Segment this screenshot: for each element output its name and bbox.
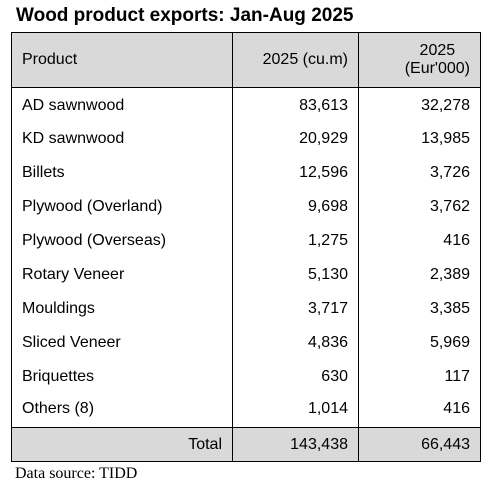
value-cell: 117 bbox=[358, 359, 481, 394]
product-cell: Rotary Veneer bbox=[11, 257, 233, 292]
column-header-value-unit: (Eur'000) bbox=[404, 60, 470, 77]
volume-cell: 3,717 bbox=[232, 291, 359, 326]
volume-cell: 1,275 bbox=[232, 223, 359, 258]
table-row: AD sawnwood 83,613 32,278 bbox=[11, 87, 481, 122]
volume-cell: 12,596 bbox=[232, 155, 359, 190]
table-row: Sliced Veneer 4,836 5,969 bbox=[11, 325, 481, 360]
product-cell: Briquettes bbox=[11, 359, 233, 394]
value-cell: 3,726 bbox=[358, 155, 481, 190]
volume-cell: 4,836 bbox=[232, 325, 359, 360]
value-cell: 32,278 bbox=[358, 87, 481, 122]
volume-cell: 83,613 bbox=[232, 87, 359, 122]
total-row: Total 143,438 66,443 bbox=[11, 427, 481, 462]
table-body: AD sawnwood 83,613 32,278 KD sawnwood 20,929… bbox=[11, 87, 481, 428]
table-row: Mouldings 3,717 3,385 bbox=[11, 291, 481, 326]
table-title: Wood product exports: Jan-Aug 2025 bbox=[16, 5, 354, 26]
value-cell: 5,969 bbox=[358, 325, 481, 360]
value-cell: 416 bbox=[358, 393, 481, 428]
total-volume: 143,438 bbox=[232, 427, 359, 462]
table-row: Others (8) 1,014 416 bbox=[11, 393, 481, 428]
value-cell: 3,385 bbox=[358, 291, 481, 326]
product-cell: Sliced Veneer bbox=[11, 325, 233, 360]
product-cell: AD sawnwood bbox=[11, 87, 233, 122]
product-cell: Billets bbox=[11, 155, 233, 190]
product-cell: Mouldings bbox=[11, 291, 233, 326]
table-header-row: Product 2025 (cu.m) 2025 (Eur'000) bbox=[11, 32, 481, 88]
table-row: KD sawnwood 20,929 13,985 bbox=[11, 121, 481, 156]
table-row: Plywood (Overland) 9,698 3,762 bbox=[11, 189, 481, 224]
product-cell: Plywood (Overland) bbox=[11, 189, 233, 224]
product-cell: Others (8) bbox=[11, 393, 233, 428]
data-source-note: Data source: TIDD bbox=[15, 465, 138, 482]
exports-table: Product 2025 (cu.m) 2025 (Eur'000) AD sa… bbox=[11, 32, 481, 462]
table-row: Billets 12,596 3,726 bbox=[11, 155, 481, 190]
value-cell: 416 bbox=[358, 223, 481, 258]
table-row: Plywood (Overseas) 1,275 416 bbox=[11, 223, 481, 258]
value-cell: 2,389 bbox=[358, 257, 481, 292]
column-header-volume: 2025 (cu.m) bbox=[232, 32, 359, 88]
column-header-value: 2025 (Eur'000) bbox=[358, 32, 481, 88]
volume-cell: 9,698 bbox=[232, 189, 359, 224]
column-header-product: Product bbox=[11, 32, 233, 88]
table-row: Rotary Veneer 5,130 2,389 bbox=[11, 257, 481, 292]
value-cell: 3,762 bbox=[358, 189, 481, 224]
product-cell: Plywood (Overseas) bbox=[11, 223, 233, 258]
volume-cell: 1,014 bbox=[232, 393, 359, 428]
volume-cell: 5,130 bbox=[232, 257, 359, 292]
total-label: Total bbox=[11, 427, 233, 462]
table-row: Briquettes 630 117 bbox=[11, 359, 481, 394]
volume-cell: 20,929 bbox=[232, 121, 359, 156]
product-cell: KD sawnwood bbox=[11, 121, 233, 156]
volume-cell: 630 bbox=[232, 359, 359, 394]
column-header-value-stack: 2025 (Eur'000) bbox=[405, 42, 470, 78]
column-header-value-year: 2025 bbox=[419, 42, 456, 59]
value-cell: 13,985 bbox=[358, 121, 481, 156]
total-value: 66,443 bbox=[358, 427, 481, 462]
